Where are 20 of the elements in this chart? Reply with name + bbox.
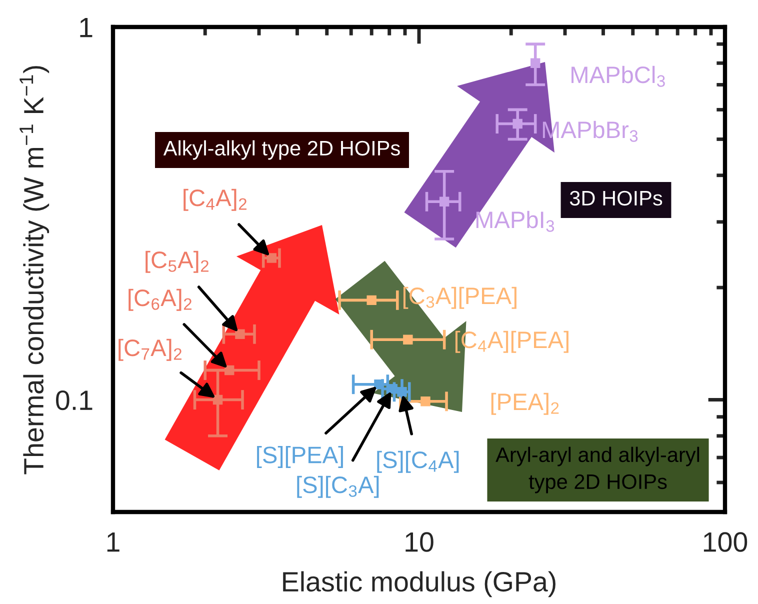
x-tick-label: 10 bbox=[406, 532, 434, 552]
text: [PEA]$_{2}$ bbox=[491, 392, 559, 415]
text: [S][PEA] bbox=[257, 446, 343, 468]
annotation: Alkyl-alkyl type 2D HOIPs bbox=[163, 140, 400, 160]
x-tick-label: 1 bbox=[107, 532, 120, 552]
text: [C$_{4}$A]$_{2}$ bbox=[184, 188, 246, 211]
text: [S][C$_{4}$A] bbox=[377, 450, 459, 473]
series-label: MAPbI$_{3}$ bbox=[476, 210, 554, 232]
x-tick-label: 100 bbox=[704, 532, 748, 552]
text: [C$_{7}$A]$_{2}$ bbox=[118, 338, 182, 361]
y-axis-title: Thermal conductivity (W m$^{−1}$ K$^{−1}$) bbox=[20, 66, 50, 474]
text: [C$_{5}$A]$_{2}$ bbox=[146, 250, 208, 273]
annotation: 3D HOIPs bbox=[570, 190, 662, 206]
text: [C$_{6}$A]$_{2}$ bbox=[128, 288, 192, 311]
x-axis-title: Elastic modulus (GPa) bbox=[283, 571, 556, 598]
y-tick-label: 0.1 bbox=[56, 390, 92, 410]
text: [S][C$_{3}$A] bbox=[297, 476, 379, 498]
series-label: MAPbCl$_{3}$ bbox=[572, 66, 665, 87]
annotation: Aryl-aryl and alkyl-aryl type 2D HOIPs bbox=[496, 446, 700, 494]
series-label: [C$_{3}$A][PEA] bbox=[403, 286, 516, 309]
